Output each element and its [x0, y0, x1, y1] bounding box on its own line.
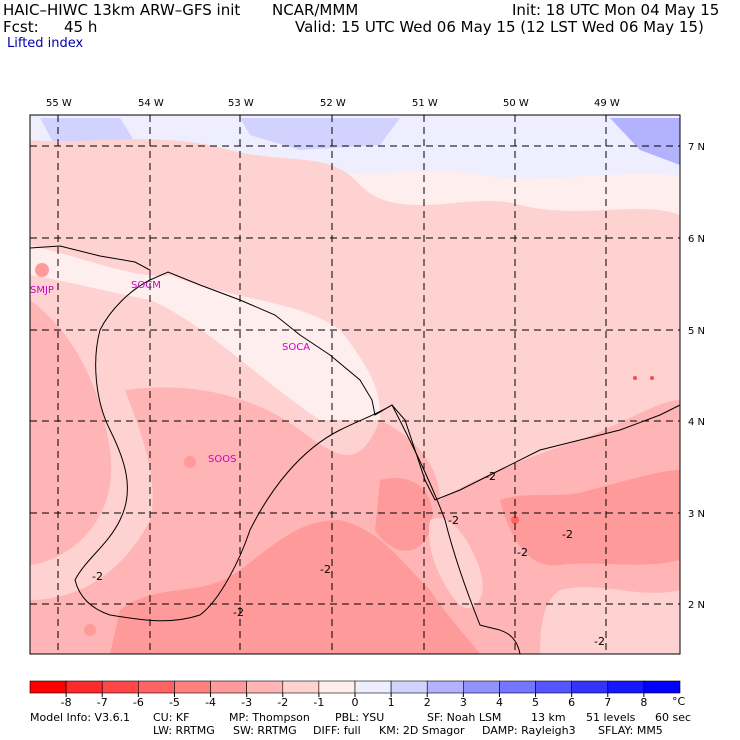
- graticule: [30, 115, 680, 654]
- colorbar-swatch: [571, 680, 609, 694]
- coastline-borders: [29, 245, 681, 655]
- colorbar-swatch: [535, 680, 572, 694]
- fcst-value: 45 h: [64, 18, 98, 36]
- colorbar-swatch: [101, 680, 139, 694]
- field-name: Lifted index: [7, 36, 84, 51]
- footer-timestep: 60 sec: [655, 711, 692, 724]
- longitude-labels: 55 W 54 W 53 W 52 W 51 W 50 W 49 W: [46, 98, 620, 109]
- latitude-label: 2 N: [688, 600, 705, 611]
- colorbar-swatch: [138, 680, 175, 694]
- contour-label: -2: [485, 470, 496, 483]
- colorbar-tick: -6: [133, 696, 144, 709]
- colorbar-swatch: [282, 680, 320, 694]
- footer-cu: CU: KF: [153, 711, 190, 724]
- colorbar-swatch: [29, 680, 67, 694]
- init-time: Init: 18 UTC Mon 04 May 15: [512, 1, 720, 19]
- colorbar-ticks: -8 -7 -6 -5 -4 -3 -2 -1 0 1 2 3 4 5 6 7 8: [61, 696, 648, 709]
- station-smjp: SMJP: [30, 285, 54, 296]
- contour-label: -2: [517, 546, 528, 559]
- colorbar-unit: °C: [672, 695, 686, 708]
- station-soos: SOOS: [208, 454, 236, 465]
- colorbar-tick: 4: [496, 696, 503, 709]
- contour-label: -2: [233, 606, 244, 619]
- longitude-label: 53 W: [228, 98, 254, 109]
- colorbar-tick: 5: [532, 696, 539, 709]
- footer-diff: DIFF: full: [313, 724, 361, 737]
- colorbar-swatch: [426, 680, 464, 694]
- colorbar-tick: 6: [568, 696, 575, 709]
- org-label: NCAR/MMM: [272, 1, 359, 19]
- colorbar-swatch: [318, 680, 356, 694]
- station-labels: SMJP SOCM SOCA SOOS: [30, 280, 310, 465]
- colorbar-tick: 7: [604, 696, 611, 709]
- colorbar-tick: 0: [352, 696, 359, 709]
- colorbar-swatch: [499, 680, 536, 694]
- latitude-label: 6 N: [688, 234, 705, 245]
- colorbar-swatch: [463, 680, 500, 694]
- colorbar-swatch: [607, 680, 645, 694]
- footer-mp: MP: Thompson: [229, 711, 310, 724]
- contour-label: -2: [448, 514, 459, 527]
- longitude-label: 55 W: [46, 98, 72, 109]
- coastline: [29, 245, 681, 501]
- latitude-label: 7 N: [688, 142, 705, 153]
- colorbar-tick: -4: [205, 696, 216, 709]
- map-frame: [29, 114, 681, 655]
- colorbar-swatch: [354, 680, 392, 694]
- footer-levels: 51 levels: [586, 711, 636, 724]
- longitude-label: 54 W: [138, 98, 164, 109]
- footer-lw: LW: RRTMG: [153, 724, 215, 737]
- colorbar-tick: 8: [640, 696, 647, 709]
- footer-sflay: SFLAY: MM5: [598, 724, 663, 737]
- fcst-label: Fcst:: [3, 18, 39, 36]
- station-socm: SOCM: [131, 280, 161, 291]
- longitude-label: 49 W: [594, 98, 620, 109]
- colorbar-swatch: [643, 680, 681, 694]
- border-west: [74, 279, 201, 622]
- footer-km: KM: 2D Smagor: [379, 724, 465, 737]
- valid-time: Valid: 15 UTC Wed 06 May 15 (12 LST Wed …: [295, 18, 704, 36]
- latitude-label: 5 N: [688, 326, 705, 337]
- contour-label: -2: [594, 635, 605, 648]
- model-title: HAIC–HIWC 13km ARW–GFS init: [3, 1, 241, 19]
- footer-sw: SW: RRTMG: [233, 724, 297, 737]
- shaded-field: [30, 115, 680, 654]
- footer-damp: DAMP: Rayleigh3: [482, 724, 576, 737]
- colorbar-tick: -5: [169, 696, 180, 709]
- border-east: [199, 404, 521, 655]
- contour-labels: -2 -2 -2 -2 -2 -2 -2 -2: [92, 470, 605, 648]
- latitude-label: 4 N: [688, 417, 705, 428]
- longitude-label: 52 W: [320, 98, 346, 109]
- latitude-label: 3 N: [688, 509, 705, 520]
- contour-label: -2: [92, 570, 103, 583]
- colorbar: [29, 680, 681, 697]
- colorbar-swatch: [390, 680, 428, 694]
- colorbar-tick: 2: [424, 696, 431, 709]
- colorbar-tick: -1: [313, 696, 324, 709]
- station-soca: SOCA: [282, 342, 310, 353]
- colorbar-swatch: [210, 680, 247, 694]
- longitude-label: 50 W: [503, 98, 529, 109]
- contour-label: -2: [320, 563, 331, 576]
- colorbar-tick: 3: [460, 696, 467, 709]
- contour-label: -2: [562, 528, 573, 541]
- footer-pbl: PBL: YSU: [335, 711, 385, 724]
- colorbar-swatch: [174, 680, 211, 694]
- longitude-label: 51 W: [412, 98, 438, 109]
- colorbar-tick: 1: [388, 696, 395, 709]
- latitude-labels: 7 N 6 N 5 N 4 N 3 N 2 N: [688, 142, 705, 611]
- colorbar-tick: -8: [61, 696, 72, 709]
- colorbar-tick: -7: [97, 696, 108, 709]
- colorbar-swatch: [65, 680, 103, 694]
- colorbar-tick: -3: [241, 696, 252, 709]
- footer-model-info: Model Info: V3.6.1: [30, 711, 131, 724]
- footer-res: 13 km: [531, 711, 566, 724]
- footer-sf: SF: Noah LSM: [427, 711, 502, 724]
- colorbar-tick: -2: [277, 696, 288, 709]
- colorbar-swatch: [246, 680, 284, 694]
